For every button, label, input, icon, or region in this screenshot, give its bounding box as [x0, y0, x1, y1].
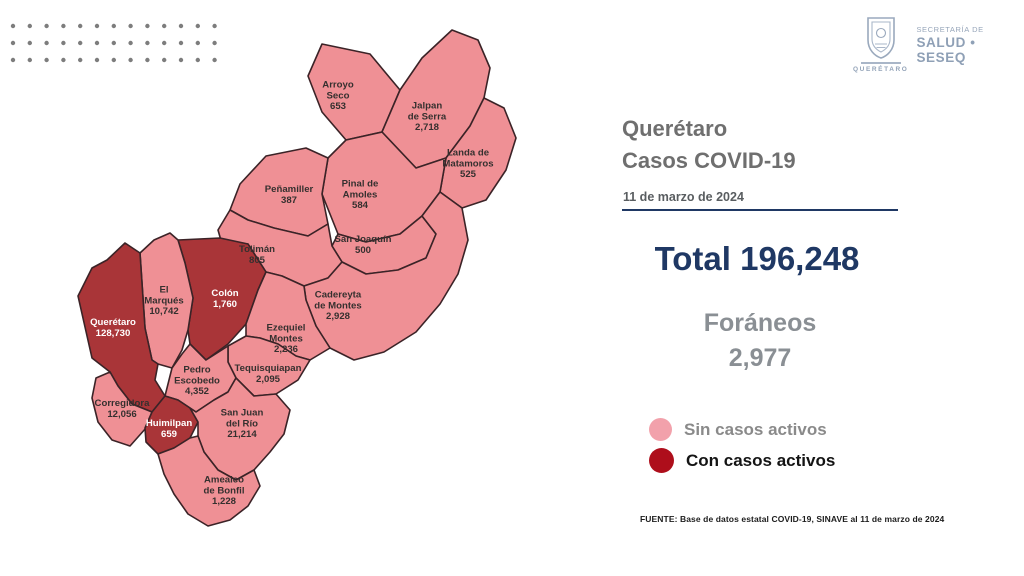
title-line-2: Casos COVID-19 [622, 147, 796, 173]
source-note: FUENTE: Base de datos estatal COVID-19, … [640, 514, 945, 524]
municipality-label-huimilpan: Huimilpan 659 [146, 418, 193, 440]
municipality-label-corregidora: Corregidora 12,056 [95, 398, 151, 420]
dark-red-dot-icon [649, 448, 674, 473]
legend-label-sin: Sin casos activos [684, 419, 827, 439]
municipality-label-queretaro: Querétaro 128,730 [90, 317, 136, 339]
total-value: 196,248 [740, 240, 860, 277]
crest-icon [866, 17, 895, 59]
crest-divider [860, 62, 901, 64]
municipality-label-el-marques: El Marqués 10,742 [144, 285, 183, 318]
municipality-label-ezequiel-montes: Ezequiel Montes 2,236 [267, 323, 306, 356]
total-label: Total [654, 240, 731, 277]
pink-dot-icon [649, 418, 672, 441]
municipality-label-arroyo-seco: Arroyo Seco 653 [322, 80, 354, 113]
logo-secretaria: SECRETARÍA DE [916, 25, 984, 34]
municipality-label-cadereyta-de-montes: Cadereyta de Montes 2,928 [314, 290, 362, 323]
dot-grid-decoration [10, 23, 217, 63]
queretaro-map: Arroyo Seco 653 Jalpan de Serra 2,718 Landa de… [70, 28, 522, 544]
foraneos-value: 2,977 [728, 344, 792, 372]
legend-item-sin-casos: Sin casos activos [649, 418, 835, 441]
total-cases: Total 196,248 [612, 240, 902, 278]
date-underline [622, 209, 898, 211]
seseq-logo: QUERÉTARO SECRETARÍA DE SALUD • SESEQ [853, 16, 1024, 73]
page-title: Querétaro Casos COVID-19 [622, 113, 796, 177]
logo-state-name: QUERÉTARO [853, 66, 909, 73]
municipality-label-pedro-escobedo: Pedro Escobedo 4,352 [174, 365, 220, 398]
report-date: 11 de marzo de 2024 [623, 190, 744, 204]
municipality-label-penamiller: Peñamiller 387 [265, 184, 314, 206]
legend-label-con: Con casos activos [686, 450, 836, 470]
municipality-label-jalpan-de-serra: Jalpan de Serra 2,718 [408, 101, 447, 134]
municipality-corregidora [91, 371, 153, 447]
legend: Sin casos activos Con casos activos [649, 418, 835, 480]
municipality-amealco-de-bonfil [157, 435, 261, 527]
municipality-label-amealco-de-bonfil: Amealco de Bonfil 1,228 [203, 475, 244, 508]
municipality-label-colon: Colón 1,760 [211, 288, 238, 310]
municipality-label-pinal-de-amoles: Pinal de Amoles 584 [342, 179, 379, 212]
municipality-label-tequisquiapan: Tequisquiapan 2,095 [235, 363, 302, 385]
municipality-label-toliman: Tolimán 805 [239, 244, 275, 266]
legend-item-con-casos: Con casos activos [649, 448, 835, 473]
logo-salud-seseq: SALUD • SESEQ [916, 35, 976, 65]
municipality-label-san-juan-del-rio: San Juan del Río 21,214 [221, 408, 264, 441]
title-line-1: Querétaro [622, 116, 728, 141]
foraneos-block: Foráneos 2,977 [622, 306, 898, 376]
foraneos-label: Foráneos [703, 309, 817, 337]
municipality-label-san-joaquin: San Joaquín 500 [334, 234, 391, 256]
municipality-label-landa-de-matamoros: Landa de Matamoros 525 [442, 148, 493, 181]
